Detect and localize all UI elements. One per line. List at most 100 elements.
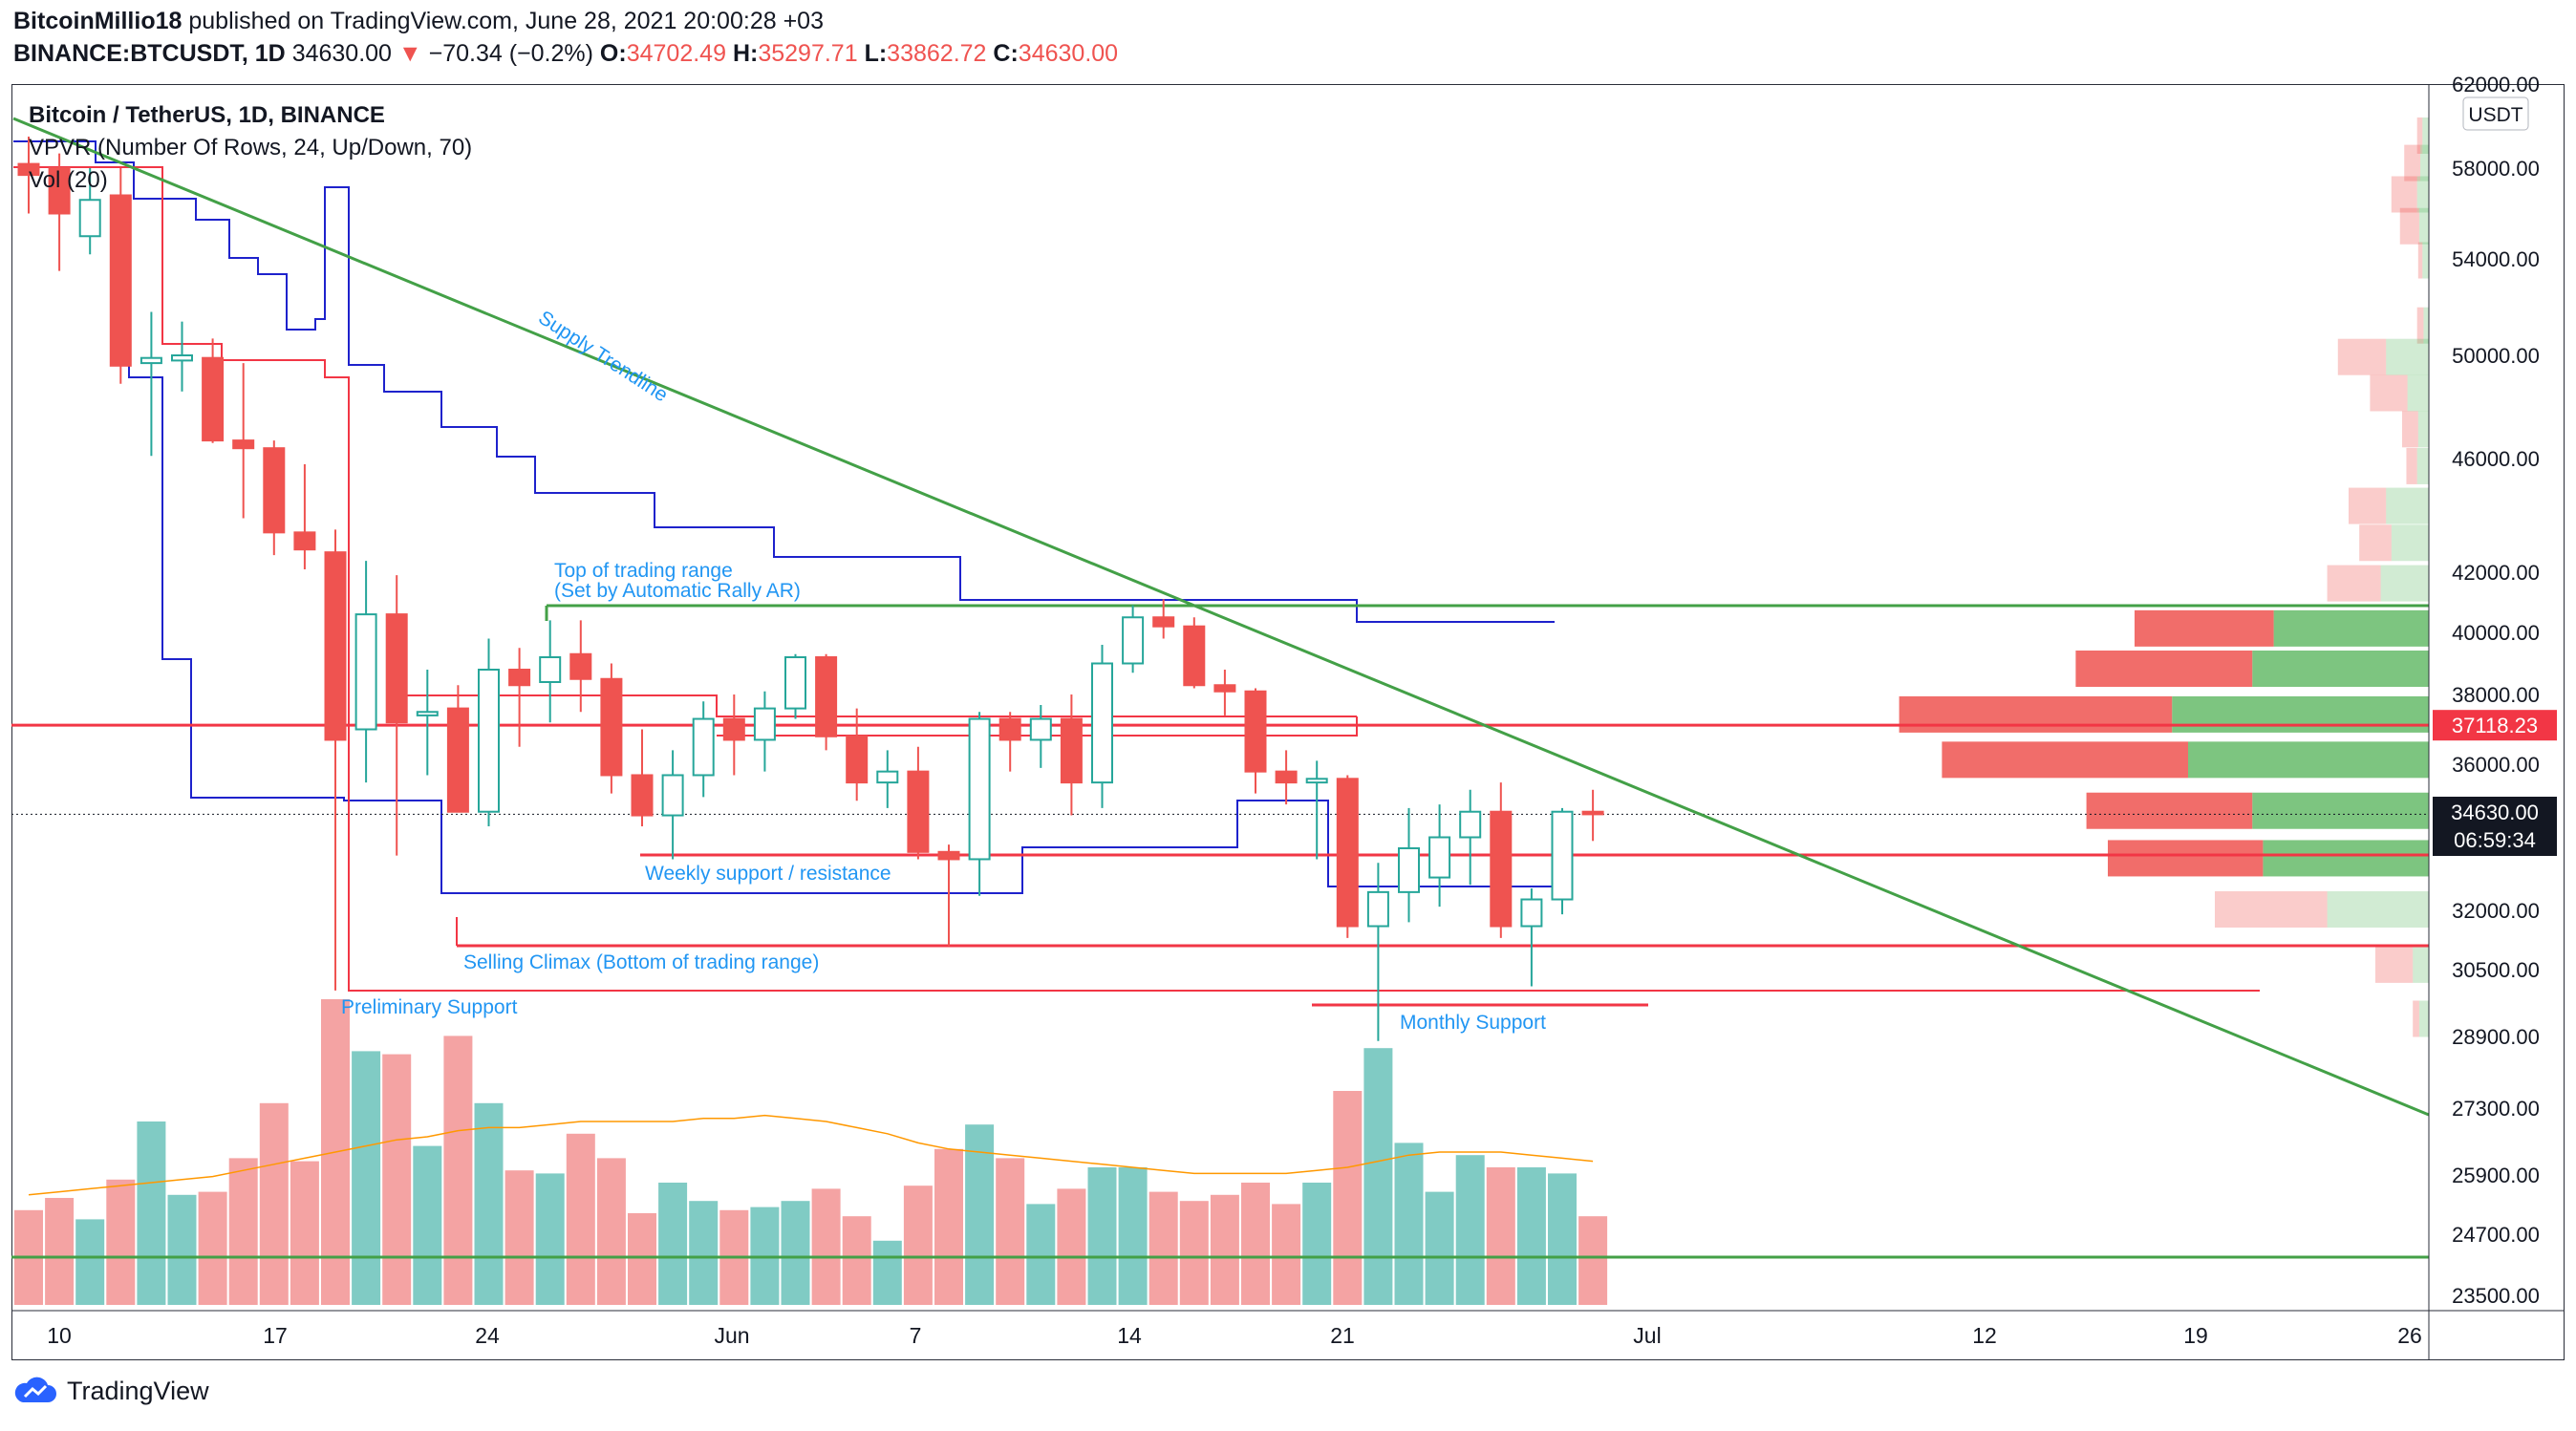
author-name[interactable]: BitcoinMillio18	[13, 8, 182, 34]
vpvr-down-bar	[2327, 565, 2381, 602]
vpvr-down-bar	[2402, 411, 2418, 448]
candle-body[interactable]	[1213, 684, 1236, 693]
volume-bar	[658, 1183, 688, 1305]
candle-body[interactable]	[1029, 717, 1052, 741]
candle-body[interactable]	[722, 717, 745, 741]
vpvr-up-bar	[2172, 695, 2429, 733]
volume-bar	[1516, 1167, 1546, 1305]
vpvr-down-bar	[2108, 840, 2264, 877]
candle-body[interactable]	[846, 735, 869, 784]
legend-vpvr[interactable]: VPVR (Number Of Rows, 24, Up/Down, 70)	[29, 135, 472, 160]
vpvr-down-bar	[2399, 207, 2419, 245]
resistance-step-line-2	[717, 716, 1358, 737]
candle-body[interactable]	[876, 770, 899, 784]
candle-body[interactable]	[109, 194, 132, 367]
candle-body[interactable]	[907, 770, 930, 853]
last-price: 34630.00	[291, 40, 392, 67]
price-tick-label: 46000.00	[2452, 447, 2540, 471]
candle-body[interactable]	[232, 439, 255, 450]
vpvr-up-bar	[2418, 207, 2429, 245]
candle-body[interactable]	[17, 162, 40, 177]
candle-body[interactable]	[753, 707, 776, 741]
volume-ma-line	[28, 1114, 1594, 1196]
currency-button[interactable]: USDT	[2462, 96, 2529, 131]
low-label: L:	[864, 40, 888, 67]
candle-body[interactable]	[171, 354, 193, 362]
vpvr-up-bar	[2422, 117, 2429, 154]
volume-bar	[443, 1036, 473, 1305]
candle-body[interactable]	[631, 774, 654, 817]
candle-body[interactable]	[478, 669, 500, 813]
preliminary-support-line	[13, 166, 2260, 992]
candle-body[interactable]	[1428, 836, 1451, 879]
close-value: 34630.00	[1018, 40, 1119, 67]
symbol-label: BINANCE:BTCUSDT, 1D	[13, 40, 286, 67]
candle-body[interactable]	[1551, 810, 1574, 901]
candle-body[interactable]	[600, 677, 623, 777]
candle-body[interactable]	[937, 850, 960, 861]
candle-body[interactable]	[48, 167, 71, 215]
annotation-lines	[11, 117, 2430, 1259]
resistance-step-line	[401, 694, 1357, 717]
price-tick-label: 25900.00	[2452, 1164, 2540, 1187]
candle-body[interactable]	[508, 669, 531, 687]
volume-bar	[1548, 1173, 1577, 1305]
candle-body[interactable]	[1336, 778, 1359, 928]
candle-body[interactable]	[293, 531, 316, 551]
candle-body[interactable]	[815, 656, 838, 737]
volume-bar	[1425, 1191, 1454, 1305]
volume-bar	[1272, 1204, 1301, 1305]
price-tick-label: 50000.00	[2452, 344, 2540, 368]
candle-body[interactable]	[661, 774, 684, 817]
candle-body[interactable]	[416, 711, 439, 716]
candle-body[interactable]	[1459, 810, 1482, 839]
legend-vol[interactable]: Vol (20)	[29, 167, 108, 193]
candle-body[interactable]	[1122, 616, 1145, 665]
candle-body[interactable]	[1244, 690, 1267, 773]
key-level-badge-label: 37118.23	[2452, 714, 2538, 737]
candle-body[interactable]	[569, 652, 592, 680]
candle-body[interactable]	[263, 447, 286, 534]
candle-body[interactable]	[1152, 616, 1175, 628]
candle-body[interactable]	[324, 551, 347, 741]
tradingview-logo[interactable]: TradingView	[13, 1376, 209, 1406]
volume-bar	[1302, 1183, 1332, 1305]
candle-body[interactable]	[1490, 810, 1513, 928]
high-value: 35297.71	[758, 40, 858, 67]
candle-body[interactable]	[539, 656, 562, 683]
candle-body[interactable]	[692, 717, 715, 777]
weekly-sr-label: Weekly support / resistance	[645, 863, 891, 885]
price-tick-label: 54000.00	[2452, 247, 2540, 271]
volume-bar	[167, 1194, 197, 1305]
candle-body[interactable]	[78, 199, 101, 238]
vpvr-down-bar	[2135, 609, 2274, 647]
candle-body[interactable]	[1091, 662, 1113, 784]
candle-body[interactable]	[446, 707, 469, 813]
candle-body[interactable]	[1520, 898, 1543, 928]
vpvr-down-bar	[2359, 524, 2392, 562]
price-tick-label: 30500.00	[2452, 958, 2540, 982]
candle-body[interactable]	[1060, 717, 1083, 784]
candle-body[interactable]	[202, 356, 225, 442]
vpvr-up-bar	[2416, 176, 2429, 213]
candle-body[interactable]	[998, 717, 1021, 741]
price-tick-label: 58000.00	[2452, 157, 2540, 181]
candle-body[interactable]	[1275, 770, 1298, 784]
candle-body[interactable]	[1183, 625, 1206, 687]
top-range-label-1: Top of trading range	[554, 560, 733, 582]
candle-body[interactable]	[1581, 810, 1604, 816]
close-label: C:	[993, 40, 1019, 67]
candle-body[interactable]	[1366, 890, 1389, 928]
candle-body[interactable]	[140, 356, 162, 365]
candle-body[interactable]	[1398, 846, 1420, 893]
publish-info: BitcoinMillio18 published on TradingView…	[13, 8, 824, 35]
vpvr-up-bar	[2416, 447, 2429, 484]
candle-body[interactable]	[968, 717, 991, 861]
candle-body[interactable]	[385, 613, 408, 724]
candle-body[interactable]	[354, 613, 377, 731]
candle-body[interactable]	[784, 656, 806, 710]
vpvr-layer	[1899, 117, 2429, 1037]
volume-bar	[811, 1188, 841, 1305]
candle-body[interactable]	[1305, 778, 1328, 784]
